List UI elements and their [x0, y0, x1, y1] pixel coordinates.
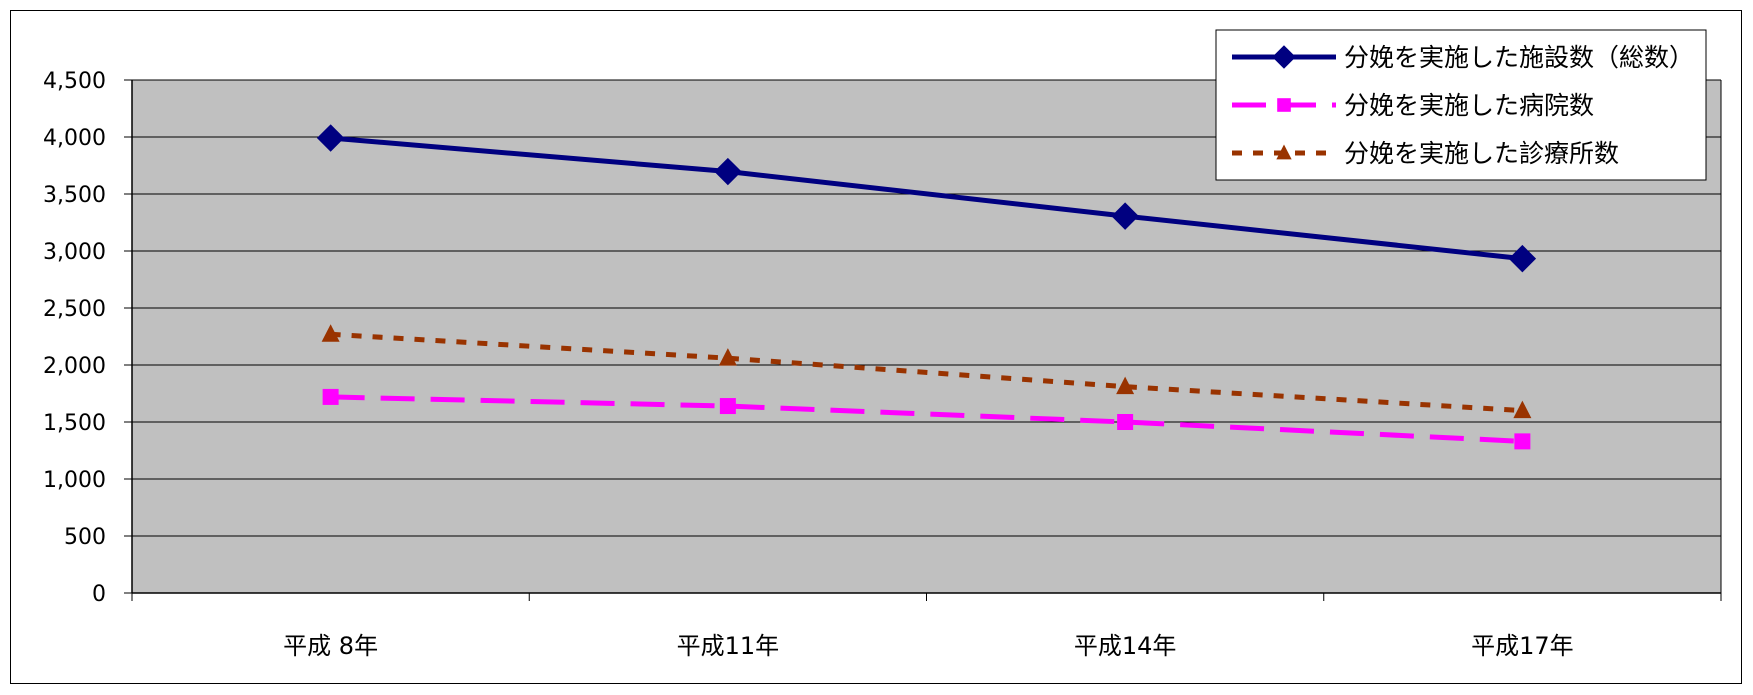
y-tick-label: 3,500	[43, 183, 106, 208]
y-tick-label: 1,500	[43, 411, 106, 436]
series-group	[316, 124, 1537, 273]
axes: 0 500 1,000 1,500 2,000 2,500 3,000 3,500 4,000 4…	[43, 69, 1722, 660]
series-group	[322, 388, 1531, 450]
data-point-square	[322, 388, 339, 405]
y-tick-label: 1,000	[43, 468, 106, 493]
legend-marker-diamond	[1272, 45, 1296, 69]
y-tick-label: 500	[64, 525, 106, 550]
data-point-triangle	[718, 348, 737, 366]
y-tick-label: 2,500	[43, 297, 106, 322]
data-point-diamond	[316, 124, 345, 152]
data-point-square	[1514, 433, 1531, 450]
data-point-diamond	[1111, 202, 1139, 230]
series-line	[330, 331, 1523, 414]
data-point-diamond	[714, 157, 742, 186]
legend-item: 分娩を実施した病院数	[1232, 91, 1594, 120]
x-tick-label: 平成 8年	[283, 632, 378, 660]
data-point-triangle	[1116, 376, 1135, 395]
series-group	[321, 324, 1532, 419]
legend-label: 分娩を実施した施設数（総数）	[1344, 43, 1694, 72]
y-tick-label: 3,000	[43, 240, 106, 265]
legend-marker-square	[1277, 98, 1291, 112]
legend-item: 分娩を実施した診療所数	[1232, 139, 1619, 168]
data-point-triangle	[321, 324, 340, 342]
y-tick-label: 2,000	[43, 354, 106, 379]
x-tick-label: 平成11年	[677, 632, 780, 660]
data-point-square	[719, 398, 736, 415]
legend-label: 分娩を実施した病院数	[1344, 91, 1594, 120]
x-tick-label: 平成14年	[1074, 632, 1177, 660]
legend-marker-triangle	[1276, 144, 1292, 160]
data-point-diamond	[1508, 244, 1537, 273]
x-tick-label: 平成17年	[1471, 632, 1574, 660]
legend-item: 分娩を実施した施設数（総数）	[1232, 43, 1694, 72]
y-tick-label: 0	[92, 582, 106, 607]
series-layer	[316, 124, 1537, 450]
y-tick-label: 4,500	[43, 69, 106, 94]
y-tick-label: 4,000	[43, 126, 106, 151]
legend-label: 分娩を実施した診療所数	[1344, 139, 1619, 168]
data-point-triangle	[1513, 400, 1532, 419]
data-point-square	[1117, 414, 1134, 430]
series-line	[330, 135, 1523, 262]
